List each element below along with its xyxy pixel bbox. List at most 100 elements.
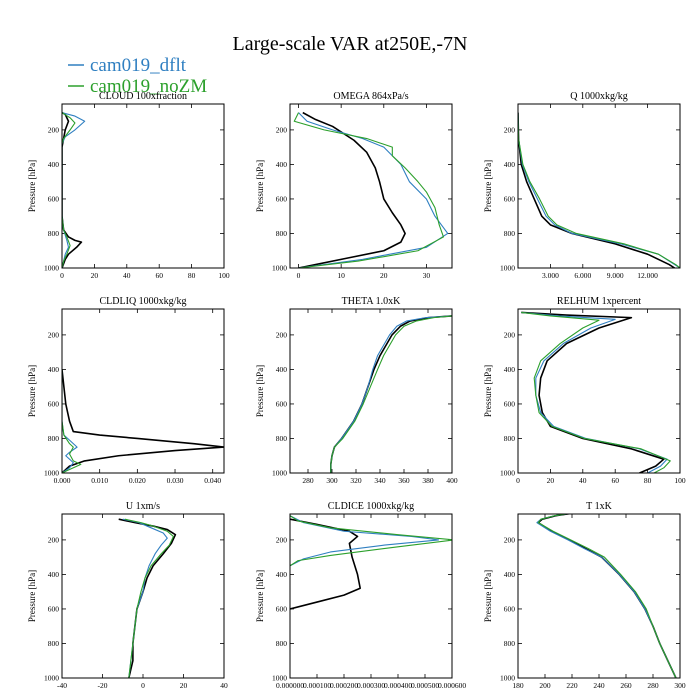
y-tick-label: 800	[48, 639, 60, 648]
panel-title: RELHUM 1xpercent	[557, 296, 641, 307]
x-tick-label: 0.000500	[411, 681, 439, 690]
series-line-nozm	[521, 311, 671, 473]
x-tick-label: 300	[326, 476, 338, 485]
x-tick-label: 260	[620, 681, 632, 690]
x-tick-label: 100	[674, 476, 686, 485]
x-tick-label: 0.020	[129, 476, 146, 485]
y-tick-label: 800	[48, 434, 60, 443]
y-tick-label: 200	[504, 125, 516, 134]
y-tick-label: 600	[504, 604, 516, 613]
x-tick-label: 0.000400	[384, 681, 412, 690]
series-line-nozm	[330, 315, 452, 473]
x-tick-label: 400	[446, 476, 458, 485]
y-tick-label: 600	[48, 399, 60, 408]
series-line-dflt	[518, 112, 680, 268]
series-line-nozm	[62, 112, 76, 268]
plot-frame	[517, 308, 681, 474]
panel-2: Q 1000xkg/kg Pressure [hPa] 200 400 600 800 10…	[483, 91, 681, 280]
x-tick-label: 0.000000	[276, 681, 304, 690]
y-axis-label: Pressure [hPa]	[255, 570, 265, 622]
x-tick-label: 300	[674, 681, 686, 690]
y-tick-label: 200	[276, 330, 288, 339]
plot-frame	[61, 308, 225, 474]
y-tick-label: 400	[48, 160, 60, 169]
y-axis-label: Pressure [hPa]	[483, 365, 493, 417]
y-axis-label: Pressure [hPa]	[483, 160, 493, 212]
y-tick-label: 200	[276, 125, 288, 134]
series-line-dflt	[62, 112, 86, 268]
y-tick-label: 200	[276, 535, 288, 544]
plot-frame	[289, 103, 453, 269]
x-tick-label: 180	[512, 681, 524, 690]
plot-frame	[289, 513, 453, 679]
panel-title: THETA 1.0xK	[342, 296, 401, 307]
x-tick-label: 0.040	[204, 476, 221, 485]
y-tick-label: 400	[48, 365, 60, 374]
x-tick-label: 340	[374, 476, 386, 485]
y-axis-label: Pressure [hPa]	[483, 570, 493, 622]
x-tick-label: 100	[218, 271, 230, 280]
x-tick-label: 10	[337, 271, 345, 280]
y-tick-label: 800	[504, 639, 516, 648]
y-tick-label: 800	[504, 229, 516, 238]
series-line-dflt	[521, 311, 668, 473]
y-tick-label: 1000	[44, 469, 59, 478]
y-tick-label: 600	[48, 604, 60, 613]
y-tick-label: 1000	[272, 674, 287, 683]
x-tick-label: 0.000100	[303, 681, 331, 690]
x-tick-label: 280	[647, 681, 659, 690]
legend: cam019_dflt cam019_noZM	[68, 55, 207, 97]
panel-title: U 1xm/s	[126, 501, 160, 512]
panel-3: CLDLIQ 1000xkg/kg Pressure [hPa] 200 400 600…	[27, 296, 225, 485]
y-tick-label: 1000	[500, 469, 515, 478]
x-tick-label: 0.000600	[438, 681, 466, 690]
x-tick-label: 20	[380, 271, 388, 280]
y-tick-label: 400	[504, 570, 516, 579]
y-tick-label: 600	[48, 194, 60, 203]
y-tick-label: 1000	[272, 264, 287, 273]
series-line-dflt	[330, 315, 452, 473]
series-line-dflt	[298, 112, 449, 268]
y-tick-label: 800	[276, 229, 288, 238]
y-tick-label: 200	[48, 330, 60, 339]
y-tick-label: 400	[276, 160, 288, 169]
series-line-ref	[521, 311, 665, 473]
legend-label-nozm: cam019_noZM	[90, 76, 207, 97]
plot-frame	[61, 513, 225, 679]
x-tick-label: 200	[539, 681, 551, 690]
x-tick-label: 280	[302, 476, 314, 485]
y-tick-label: 1000	[500, 674, 515, 683]
panel-title: CLDLIQ 1000xkg/kg	[100, 296, 187, 307]
y-tick-label: 600	[276, 399, 288, 408]
series-line-ref	[62, 369, 224, 473]
series-line-nozm	[518, 112, 680, 268]
panel-title: CLDICE 1000xkg/kg	[328, 501, 414, 512]
x-tick-label: 30	[423, 271, 431, 280]
y-tick-label: 400	[48, 570, 60, 579]
x-tick-label: 60	[611, 476, 619, 485]
y-tick-label: 400	[276, 570, 288, 579]
x-tick-label: 0	[141, 681, 145, 690]
plot-frame	[61, 103, 225, 269]
y-tick-label: 600	[276, 194, 288, 203]
x-tick-label: 3.000	[542, 271, 559, 280]
series-line-dflt	[122, 518, 168, 678]
y-tick-label: 800	[276, 639, 288, 648]
y-axis-label: Pressure [hPa]	[255, 365, 265, 417]
x-tick-label: 6.000	[574, 271, 591, 280]
plot-frame	[517, 513, 681, 679]
y-tick-label: 200	[504, 535, 516, 544]
x-tick-label: 0	[60, 271, 64, 280]
plot-frame	[289, 308, 453, 474]
y-tick-label: 200	[504, 330, 516, 339]
panel-4: THETA 1.0xK Pressure [hPa] 200 400 600 800 100…	[255, 296, 458, 485]
panel-title: OMEGA 864xPa/s	[333, 91, 408, 102]
panel-title: Q 1000xkg/kg	[570, 91, 628, 102]
y-tick-label: 400	[504, 365, 516, 374]
